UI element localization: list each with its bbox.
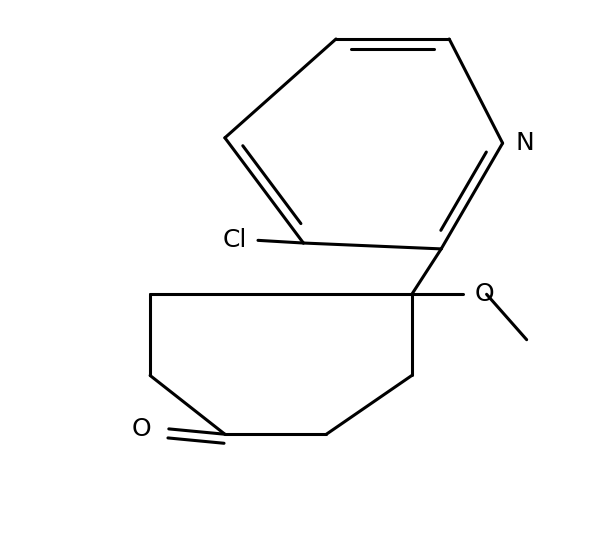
Text: O: O [475,282,494,306]
Text: Cl: Cl [223,229,247,252]
Text: N: N [516,131,535,155]
Text: O: O [132,417,152,441]
